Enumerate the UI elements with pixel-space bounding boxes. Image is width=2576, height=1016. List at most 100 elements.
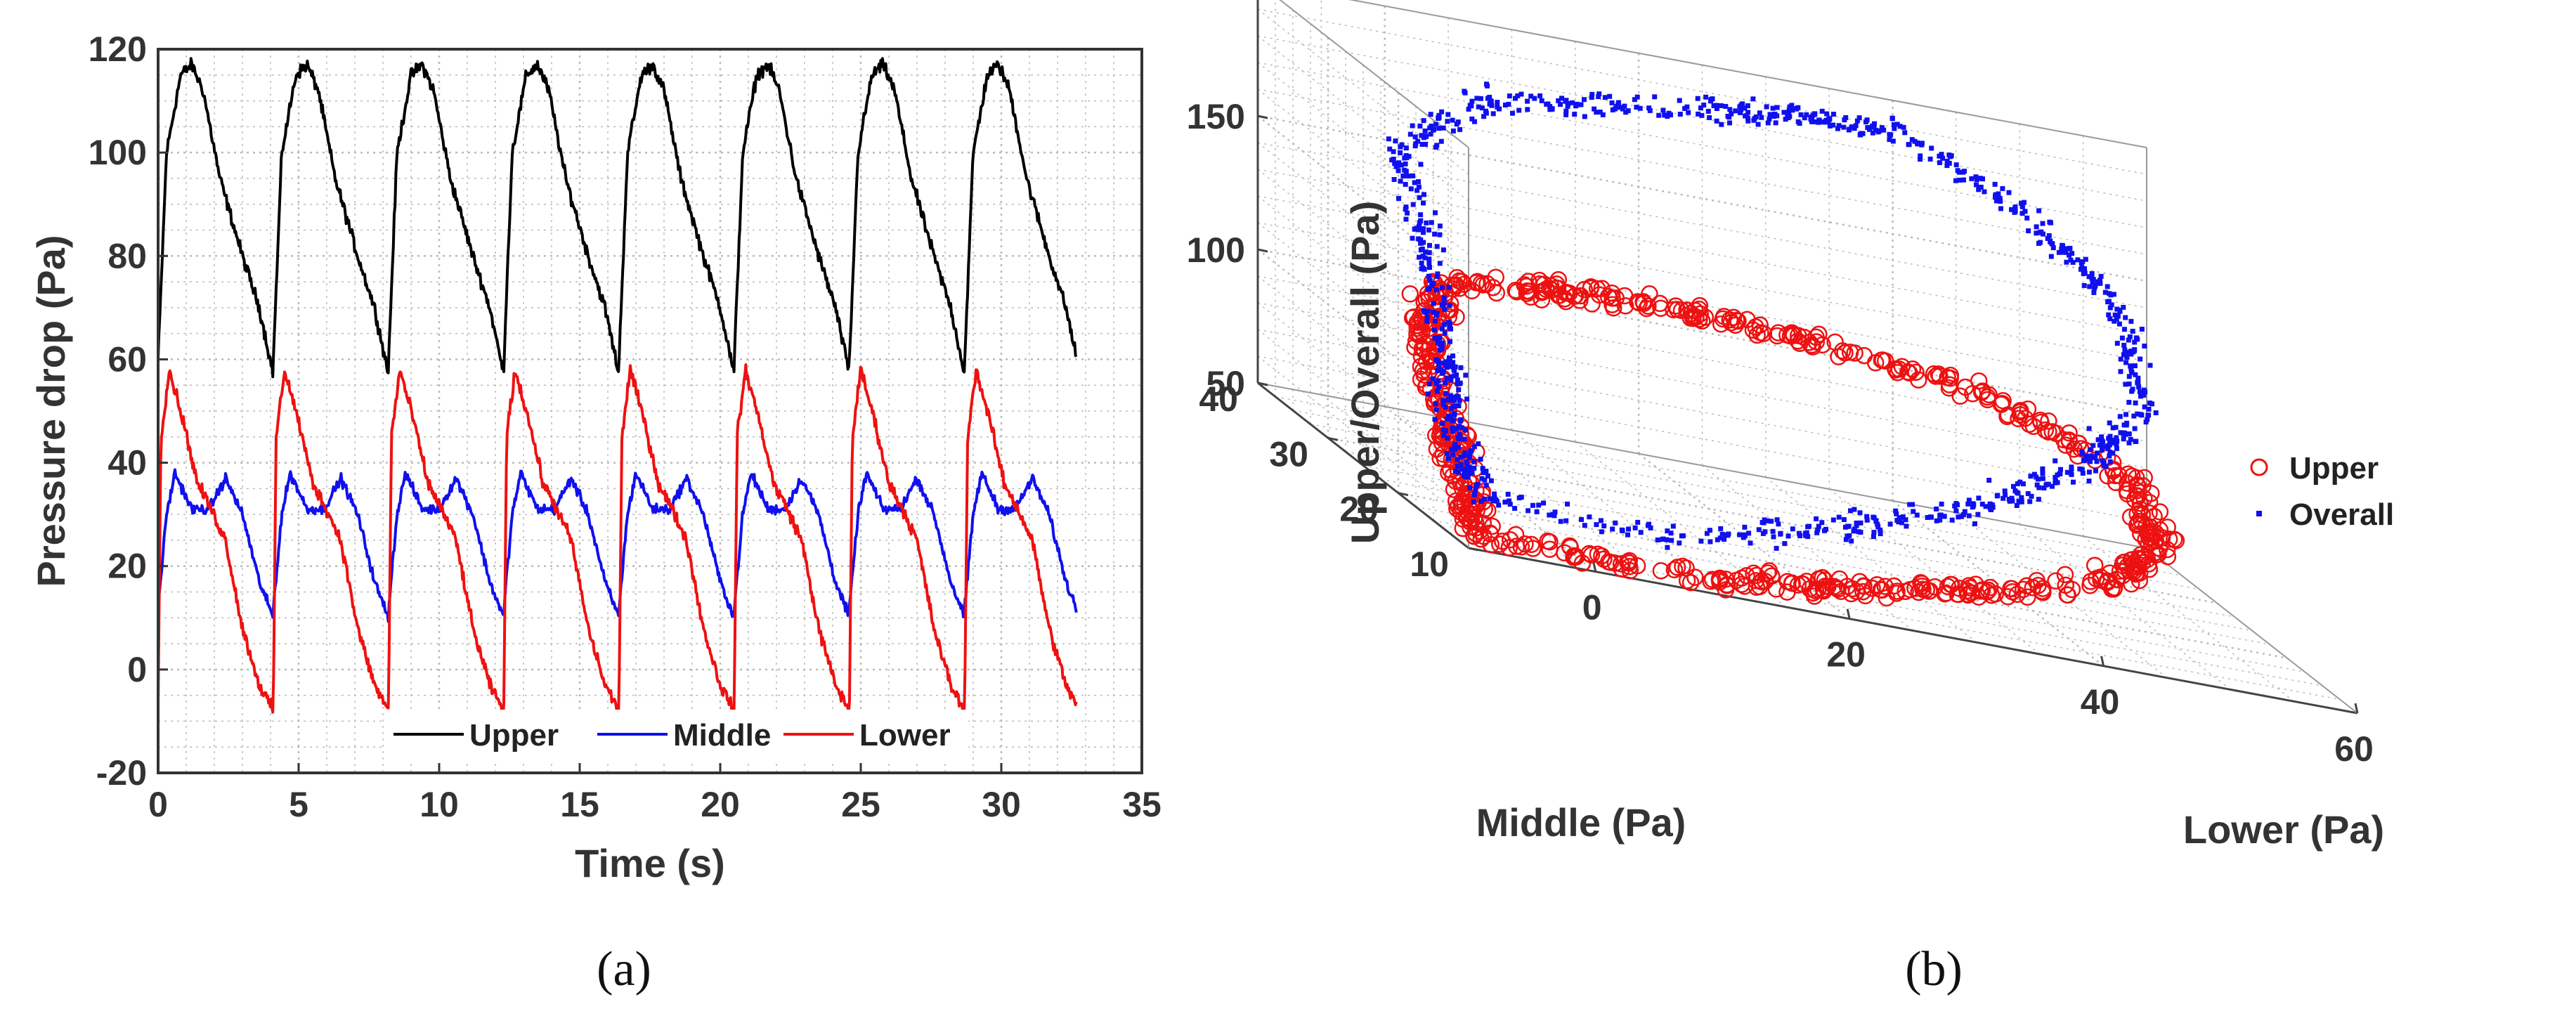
- upper-point: [1910, 583, 1927, 601]
- chart-b-x-tick-mark: [1846, 608, 1851, 620]
- overall-point: [1466, 470, 1472, 476]
- overall-point: [1858, 520, 1863, 526]
- overall-point: [2123, 382, 2128, 387]
- overall-point: [1812, 111, 1818, 117]
- overall-point: [2090, 280, 2095, 285]
- overall-point: [2088, 459, 2093, 464]
- overall-point: [1437, 347, 1443, 353]
- overall-point: [1819, 520, 1825, 526]
- upper-point: [2129, 488, 2147, 505]
- overall-point: [1974, 177, 1979, 182]
- upper-point: [2114, 554, 2132, 571]
- overall-point: [1698, 105, 1703, 111]
- chart-b-z-tick-label: 50: [1206, 364, 1245, 403]
- overall-point: [1455, 393, 1459, 399]
- overall-point: [1488, 496, 1492, 502]
- overall-point: [2006, 190, 2012, 195]
- upper-point: [1565, 548, 1582, 566]
- overall-point: [2102, 444, 2107, 450]
- overall-point: [1719, 122, 1724, 127]
- overall-point: [1582, 114, 1587, 119]
- overall-point: [1670, 523, 1676, 529]
- upper-point: [1549, 287, 1568, 304]
- overall-point: [1485, 83, 1490, 89]
- overall-point: [1421, 200, 1426, 206]
- overall-point: [1686, 110, 1691, 115]
- overall-point: [1655, 538, 1660, 542]
- overall-point: [1476, 441, 1481, 447]
- overall-point: [1570, 100, 1575, 105]
- overall-point: [2103, 464, 2109, 469]
- upper-point: [1401, 285, 1419, 303]
- overall-point: [1746, 530, 1752, 536]
- overall-point: [2036, 240, 2041, 246]
- chart-b-grid-line: [1511, 429, 1723, 596]
- overall-point: [1426, 261, 1432, 266]
- overall-point: [1450, 425, 1455, 431]
- overall-point: [1463, 474, 1469, 479]
- chart-b-x-tick-label: 0: [1582, 588, 1602, 627]
- overall-point: [1412, 134, 1418, 140]
- overall-point: [1941, 514, 1947, 519]
- chart-a-x-tick-label: 15: [560, 785, 599, 824]
- chart-a-legend-box: [385, 710, 968, 760]
- overall-point: [1518, 91, 1524, 97]
- overall-point: [2094, 459, 2100, 464]
- overall-point: [1431, 309, 1436, 315]
- overall-point: [1637, 105, 1643, 111]
- overall-point: [1432, 417, 1438, 422]
- upper-point: [1428, 440, 1446, 458]
- overall-point: [1594, 110, 1599, 115]
- overall-point: [1910, 502, 1915, 507]
- overall-point: [1622, 103, 1627, 109]
- overall-point: [2105, 284, 2110, 289]
- overall-point: [1761, 520, 1767, 526]
- upper-point: [1951, 387, 1969, 405]
- chart-a-x-tick-label: 25: [841, 785, 880, 824]
- overall-point: [1634, 105, 1639, 110]
- overall-point: [2107, 450, 2113, 455]
- overall-point: [1407, 131, 1413, 137]
- overall-point: [2053, 478, 2058, 484]
- overall-point: [1970, 504, 1975, 510]
- overall-point: [1483, 483, 1489, 488]
- overall-point: [1765, 518, 1771, 523]
- chart-b-grid-line: [1257, 302, 2147, 469]
- overall-point: [1433, 381, 1439, 386]
- overall-point: [1989, 502, 1995, 507]
- upper-point: [2070, 434, 2088, 452]
- overall-point: [1450, 353, 1456, 359]
- overall-point: [1471, 459, 1477, 464]
- overall-point: [1875, 521, 1880, 527]
- overall-point: [1455, 464, 1460, 469]
- overall-point: [1805, 524, 1811, 530]
- overall-point: [1439, 285, 1445, 290]
- overall-point: [1965, 501, 1971, 507]
- upper-point: [1736, 578, 1754, 595]
- overall-point: [1478, 499, 1484, 504]
- overall-point: [2123, 349, 2129, 355]
- upper-point: [1874, 351, 1892, 369]
- upper-point: [1887, 585, 1906, 602]
- overall-point: [1711, 103, 1717, 108]
- overall-point: [1536, 502, 1542, 508]
- overall-point: [1847, 533, 1852, 538]
- overall-point: [1469, 116, 1475, 122]
- overall-point: [1756, 527, 1762, 533]
- overall-point: [1490, 498, 1496, 504]
- chart-a-y-tick-label: 120: [89, 30, 147, 69]
- overall-point: [1449, 398, 1455, 403]
- upper-point: [2123, 467, 2141, 486]
- overall-point: [1759, 115, 1764, 120]
- upper-point: [1483, 517, 1501, 535]
- overall-point: [1482, 496, 1487, 502]
- series-line-upper: [157, 57, 1078, 379]
- overall-point: [2027, 499, 2033, 504]
- overall-point: [1804, 112, 1809, 117]
- overall-point: [2082, 266, 2087, 271]
- overall-point: [2122, 327, 2127, 332]
- overall-point: [2086, 469, 2092, 475]
- overall-point: [1894, 511, 1899, 516]
- upper-point: [1691, 310, 1708, 328]
- upper-point: [2138, 550, 2157, 568]
